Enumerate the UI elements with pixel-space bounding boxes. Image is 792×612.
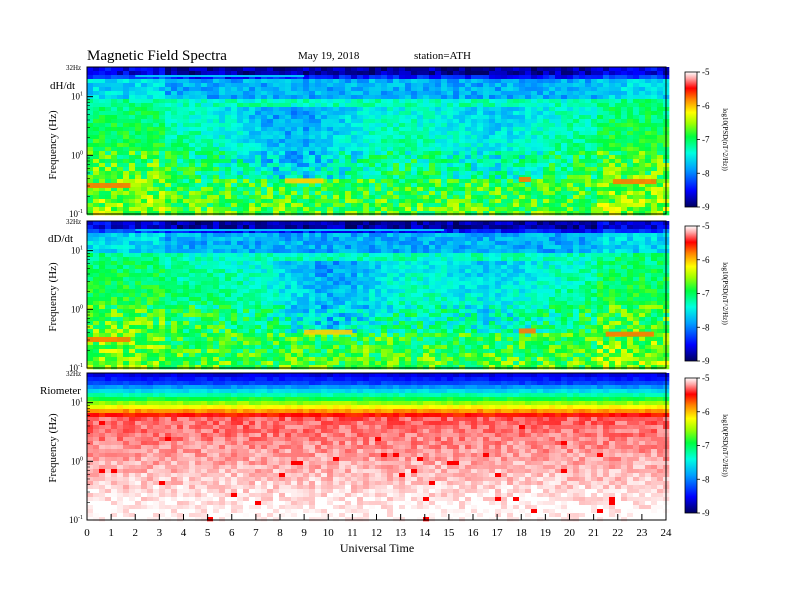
chart-station: station=ATH bbox=[414, 50, 471, 62]
panel-dhdt: dH/dt 32Hz Frequency (Hz) 101 100 10-1 bbox=[47, 64, 670, 219]
xtick-label-2: 2 bbox=[133, 527, 139, 539]
colorbar-1 bbox=[684, 225, 698, 362]
colorbar-tick-1-1: -6 bbox=[702, 255, 710, 265]
colorbar-tick-1-3: -8 bbox=[702, 322, 710, 332]
xtick-label-4: 4 bbox=[181, 527, 187, 539]
feature-band-1-1 bbox=[304, 329, 353, 335]
heatmap-dhdt bbox=[87, 67, 670, 216]
colorbar-0 bbox=[684, 71, 698, 208]
top-label-riometer: 32Hz bbox=[66, 370, 81, 378]
ytick-label-2-2: 10-1 bbox=[69, 515, 83, 525]
colorbar-2 bbox=[684, 377, 698, 514]
feature-band-0-0 bbox=[87, 183, 131, 189]
xtick-label-3: 3 bbox=[157, 527, 163, 539]
xtick-label-5: 5 bbox=[205, 527, 211, 539]
x-axis: 0 1 2 3 4 5 6 7 8 9 10 11 12 13 14 15 16 17 18 19 20 21 22 23 24 bbox=[84, 514, 672, 539]
feature-band-0-1 bbox=[284, 178, 324, 184]
colorbar-tick-2-0: -5 bbox=[702, 373, 710, 383]
xtick-label-12: 12 bbox=[371, 527, 382, 539]
ytick-label-1-2: 10-1 bbox=[69, 363, 83, 373]
ytick-label-1-1: 100 bbox=[71, 304, 83, 314]
colorbar-tick-1-2: -7 bbox=[702, 289, 710, 299]
x-axis-label: Universal Time bbox=[340, 541, 414, 555]
colorbar-tick-0-2: -7 bbox=[702, 135, 710, 145]
feature-band-1-2 bbox=[518, 328, 536, 334]
xtick-label-17: 17 bbox=[492, 527, 504, 539]
plot-frame-dddt bbox=[86, 220, 667, 369]
xtick-label-6: 6 bbox=[229, 527, 235, 539]
panel-label-dddt: dD/dt bbox=[48, 233, 73, 245]
top-label-dhdt: 32Hz bbox=[66, 64, 81, 72]
xtick-label-16: 16 bbox=[468, 527, 480, 539]
xtick-label-10: 10 bbox=[323, 527, 335, 539]
colorbar-tick-2-3: -8 bbox=[702, 474, 710, 484]
heatmap-riometer bbox=[87, 373, 670, 522]
plot-frame-dhdt bbox=[86, 66, 667, 215]
xtick-label-13: 13 bbox=[395, 527, 407, 539]
chart-date: May 19, 2018 bbox=[298, 50, 360, 62]
ylabel-dddt: Frequency (Hz) bbox=[47, 262, 59, 332]
colorbar-label-1: log10(PSD(nT^2/Hz)) bbox=[721, 262, 729, 325]
ytick-label-1-0: 101 bbox=[71, 246, 83, 256]
xtick-label-1: 1 bbox=[108, 527, 114, 539]
xtick-label-23: 23 bbox=[636, 527, 648, 539]
ytick-label-0-1: 100 bbox=[71, 150, 83, 160]
xtick-label-24: 24 bbox=[661, 527, 673, 539]
chart-title: Magnetic Field Spectra bbox=[87, 48, 227, 64]
ytick-label-2-0: 101 bbox=[71, 398, 83, 408]
colorbar-tick-2-4: -9 bbox=[702, 508, 710, 518]
xtick-label-22: 22 bbox=[612, 527, 623, 539]
colorbar-label-2: log10(PSD(nT^2/Hz)) bbox=[721, 414, 729, 477]
xtick-label-0: 0 bbox=[84, 527, 90, 539]
heatmap-dddt bbox=[87, 221, 670, 370]
panel-dddt: dD/dt 32Hz Frequency (Hz) 101 100 10-1 bbox=[47, 218, 670, 373]
colorbar-tick-2-2: -7 bbox=[702, 441, 710, 451]
ytick-label-2-1: 100 bbox=[71, 456, 83, 466]
colorbar-label-0: log10(PSD(nT^2/Hz)) bbox=[721, 108, 729, 171]
ylabel-dhdt: Frequency (Hz) bbox=[47, 110, 59, 180]
feature-band-0-2 bbox=[518, 176, 531, 182]
feature-band-1-0 bbox=[87, 337, 131, 343]
xtick-label-11: 11 bbox=[347, 527, 358, 539]
xtick-label-7: 7 bbox=[253, 527, 259, 539]
colorbar-tick-1-0: -5 bbox=[702, 221, 710, 231]
panel-riometer: Riometer 32Hz Frequency (Hz) 101 100 10-1 bbox=[40, 370, 670, 525]
xtick-label-14: 14 bbox=[419, 527, 431, 539]
colorbar-tick-1-4: -9 bbox=[702, 356, 710, 366]
feature-band-0-3 bbox=[612, 179, 657, 185]
xtick-label-20: 20 bbox=[564, 527, 576, 539]
colorbar-tick-0-4: -9 bbox=[702, 202, 710, 212]
ytick-label-0-2: 10-1 bbox=[69, 209, 83, 219]
xtick-label-19: 19 bbox=[540, 527, 552, 539]
feature-band-1-3 bbox=[605, 331, 654, 337]
xtick-label-15: 15 bbox=[443, 527, 455, 539]
colorbar-tick-0-3: -8 bbox=[702, 168, 710, 178]
xtick-label-8: 8 bbox=[277, 527, 283, 539]
colorbar-tick-0-0: -5 bbox=[702, 67, 710, 77]
colorbars: -5 -6 -7 -8 -9 log10(PSD(nT^2/Hz)) -5 -6 -7 -8 -9 l… bbox=[684, 67, 729, 518]
xtick-label-18: 18 bbox=[516, 527, 528, 539]
colorbar-tick-0-1: -6 bbox=[702, 101, 710, 111]
panel-label-riometer: Riometer bbox=[40, 385, 81, 397]
top-label-dddt: 32Hz bbox=[66, 218, 81, 226]
ylabel-riometer: Frequency (Hz) bbox=[47, 413, 59, 483]
ytick-label-0-0: 101 bbox=[71, 92, 83, 102]
xtick-label-21: 21 bbox=[588, 527, 599, 539]
xtick-label-9: 9 bbox=[301, 527, 307, 539]
panel-label-dhdt: dH/dt bbox=[50, 80, 75, 92]
colorbar-tick-2-1: -6 bbox=[702, 407, 710, 417]
